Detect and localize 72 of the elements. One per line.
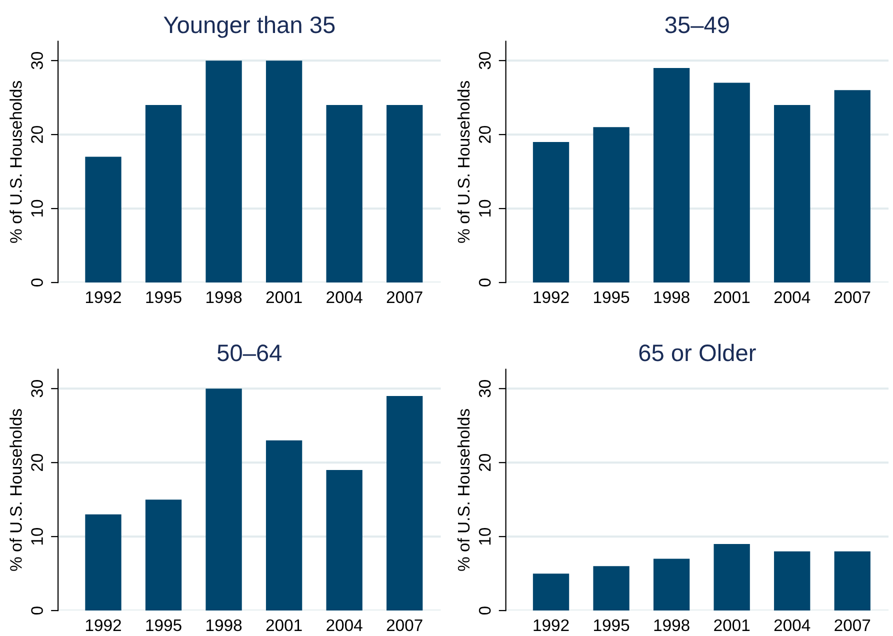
x-tick-label: 1998 xyxy=(654,291,690,304)
y-tick-label: 0 xyxy=(478,278,491,287)
bar xyxy=(834,551,870,611)
x-tick-label: 2001 xyxy=(266,291,302,304)
x-tick-label: 2001 xyxy=(714,619,750,632)
bar xyxy=(85,156,122,283)
x-tick-label: 1992 xyxy=(534,291,569,304)
bar xyxy=(145,104,182,283)
y-axis-title: % of U.S. Households xyxy=(10,409,22,571)
y-tick-label: 30 xyxy=(31,52,43,70)
y-tick-label: 30 xyxy=(478,52,491,70)
bar xyxy=(714,544,750,611)
bar xyxy=(206,388,242,611)
x-tick-label: 1998 xyxy=(654,619,690,632)
bar xyxy=(653,68,690,283)
x-tick-label: 2007 xyxy=(386,619,422,632)
x-tick-label: 2007 xyxy=(386,291,422,304)
y-axis-title: % of U.S. Households xyxy=(10,81,22,243)
y-tick-label: 20 xyxy=(31,126,43,143)
y-axis-title: % of U.S. Households xyxy=(457,409,470,571)
bar xyxy=(774,104,810,283)
bar xyxy=(145,500,182,611)
x-tick-label: 1992 xyxy=(534,619,569,632)
chart-title: Younger than 35 xyxy=(164,16,335,38)
chart-title: 65 or Older xyxy=(639,344,756,362)
x-tick-label: 2007 xyxy=(834,291,870,304)
y-tick-label: 0 xyxy=(31,606,43,615)
bar xyxy=(774,551,810,611)
bar xyxy=(714,82,750,283)
y-tick-label: 0 xyxy=(478,606,491,615)
y-tick-label: 20 xyxy=(478,126,491,143)
x-tick-label: 1995 xyxy=(594,619,630,632)
y-tick-label: 10 xyxy=(31,200,43,217)
y-tick-label: 0 xyxy=(31,278,43,287)
bar xyxy=(85,514,122,611)
y-tick-label: 10 xyxy=(31,528,43,545)
bar xyxy=(386,104,423,283)
x-tick-label: 2004 xyxy=(326,619,362,632)
x-tick-label: 1995 xyxy=(146,619,182,632)
bar xyxy=(593,127,630,283)
bar xyxy=(532,142,570,283)
bar xyxy=(386,396,423,611)
x-tick-label: 1992 xyxy=(86,291,121,304)
bar xyxy=(326,470,362,611)
y-tick-label: 20 xyxy=(31,454,43,472)
x-tick-label: 1998 xyxy=(206,291,242,304)
x-tick-label: 2004 xyxy=(774,619,810,632)
y-tick-label: 20 xyxy=(478,454,491,472)
y-tick-label: 30 xyxy=(478,380,491,398)
chart-title: 35–49 xyxy=(665,16,729,34)
bar xyxy=(266,60,302,283)
bar xyxy=(326,104,362,283)
bar xyxy=(834,90,870,283)
x-tick-label: 2004 xyxy=(326,291,362,304)
y-tick-label: 30 xyxy=(31,380,43,398)
x-tick-label: 2007 xyxy=(834,619,870,632)
chart-title: 50–64 xyxy=(218,344,282,362)
x-tick-label: 1995 xyxy=(146,291,182,304)
y-tick-label: 10 xyxy=(478,528,491,545)
x-tick-label: 2001 xyxy=(714,291,750,304)
bar xyxy=(532,574,570,611)
y-tick-label: 10 xyxy=(478,200,491,217)
x-tick-label: 1992 xyxy=(86,619,121,632)
y-axis-title: % of U.S. Households xyxy=(457,81,470,243)
x-tick-label: 1995 xyxy=(594,291,630,304)
x-tick-label: 1998 xyxy=(206,619,242,632)
bar xyxy=(206,60,242,283)
x-tick-label: 2001 xyxy=(266,619,302,632)
bar xyxy=(653,558,690,611)
bar xyxy=(266,440,302,611)
bar xyxy=(593,566,630,611)
x-tick-label: 2004 xyxy=(774,291,810,304)
